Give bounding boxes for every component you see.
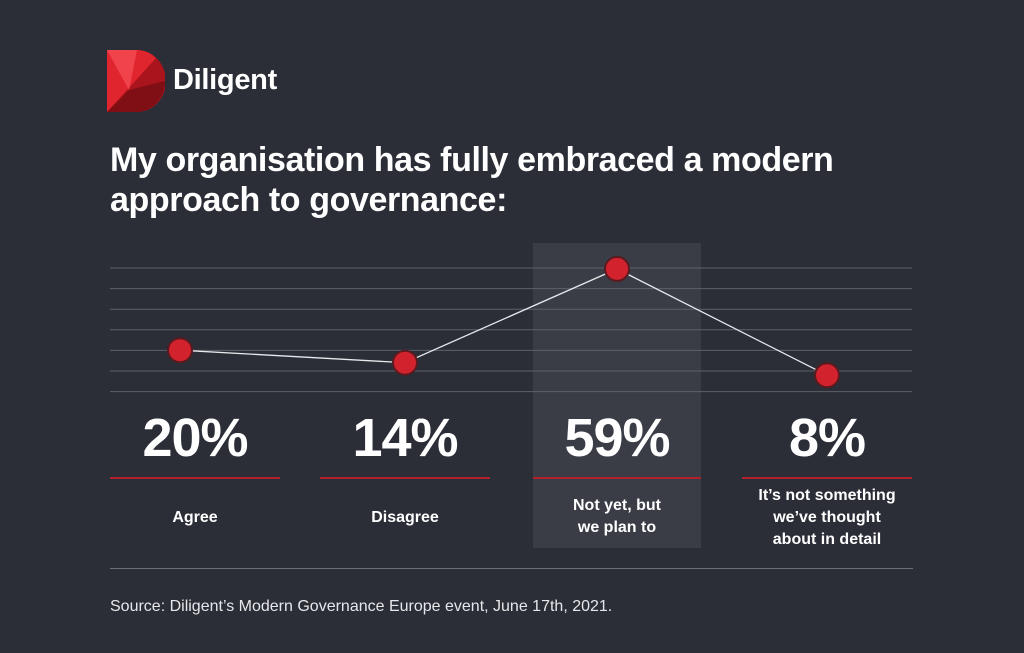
value-underline-2 <box>320 477 490 479</box>
data-point-3 <box>604 255 630 282</box>
source-note: Source: Diligent’s Modern Governance Eur… <box>110 598 613 615</box>
data-point-2 <box>392 349 418 376</box>
category-label-4: It’s not something we’ve thought about in … <box>758 487 896 548</box>
value-label-2: 14% <box>352 408 458 468</box>
brand-name: Diligent <box>173 64 277 96</box>
chart-title: My organisation has fully embraced a mod… <box>110 141 834 219</box>
value-underline-1 <box>110 477 280 479</box>
category-label-3: Not yet, but we plan to <box>573 497 661 536</box>
value-label-1: 20% <box>142 408 248 468</box>
value-underline-4 <box>742 477 912 479</box>
category-label-1: Agree <box>172 509 218 526</box>
value-label-4: 8% <box>788 408 866 468</box>
value-label-3: 59% <box>564 408 670 468</box>
data-point-1 <box>167 337 193 364</box>
value-underline-3 <box>533 477 701 479</box>
bottom-divider <box>110 568 913 569</box>
diligent-logo-icon <box>107 50 165 112</box>
data-point-4 <box>814 362 840 389</box>
category-label-2: Disagree <box>371 509 439 526</box>
series-line <box>179 268 828 376</box>
